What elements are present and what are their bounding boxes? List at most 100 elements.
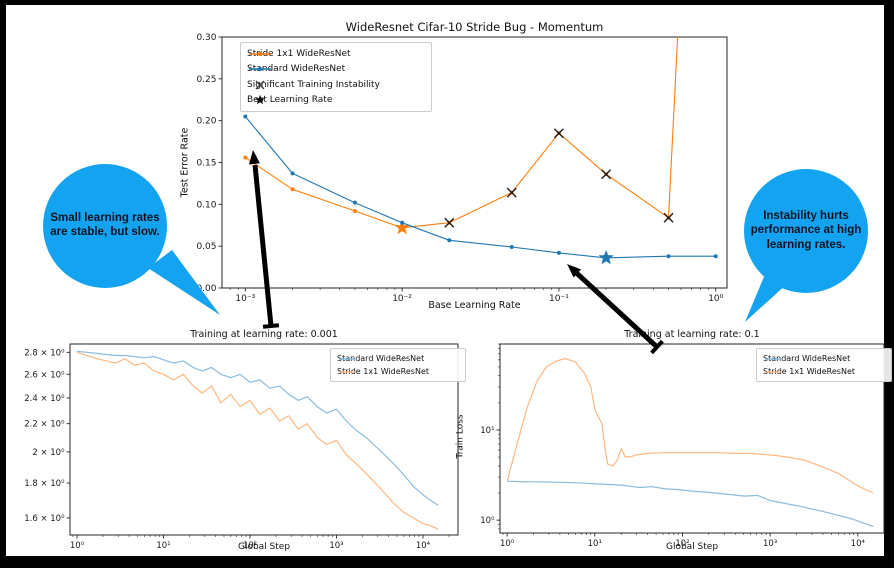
instability-x-marker bbox=[444, 217, 455, 228]
x-tick-label: 10³ bbox=[763, 539, 777, 549]
chart-bottom-right-title: Training at learning rate: 0.1 bbox=[624, 329, 760, 340]
chart-bottom-left-legend: Standard WideResNet Stride 1x1 WideResNe… bbox=[330, 348, 466, 382]
speech-bubble-circle bbox=[43, 164, 167, 288]
y-tick-label: 2.2 × 10⁰ bbox=[24, 420, 65, 430]
data-point-marker bbox=[666, 254, 671, 259]
legend-label: Stride 1x1 WideResNet bbox=[337, 367, 430, 376]
series-Stride 1x1 WideResNet bbox=[243, 37, 679, 235]
chart-bottom-left-xlabel: Global Step bbox=[237, 542, 291, 552]
instability-x-marker bbox=[506, 187, 517, 198]
speech-bubble-left-shape bbox=[43, 164, 220, 315]
star-marker-icon bbox=[255, 95, 265, 105]
y-tick-label: 10⁰ bbox=[480, 516, 495, 526]
instability-x-marker bbox=[663, 212, 674, 223]
legend-label: Standard WideResNet bbox=[337, 354, 425, 363]
series-line bbox=[76, 350, 439, 506]
line-swatch-icon bbox=[339, 357, 355, 360]
chart-bottom-right-xlabel: Global Step bbox=[665, 542, 719, 552]
y-tick-label: 2.8 × 10⁰ bbox=[24, 348, 65, 358]
series-line bbox=[76, 351, 439, 530]
chart-top-legend: Stride 1x1 WideResNet Standard WideResNe… bbox=[240, 42, 432, 112]
line-swatch-icon bbox=[339, 370, 355, 373]
legend-label: Stride 1x1 WideResNet bbox=[247, 48, 351, 59]
legend-label: Significant Training Instability bbox=[247, 79, 380, 90]
x-marker-icon bbox=[255, 80, 265, 90]
data-point-marker bbox=[352, 200, 357, 205]
speech-bubble-circle bbox=[744, 169, 868, 293]
figure-background bbox=[6, 5, 884, 556]
y-tick-label: 0.10 bbox=[196, 200, 216, 210]
best-lr-star-marker bbox=[394, 219, 410, 235]
series-line bbox=[244, 116, 716, 259]
y-tick-label: 0.05 bbox=[196, 242, 216, 252]
x-tick-label: 10⁻¹ bbox=[549, 294, 569, 304]
speech-bubble-tail bbox=[148, 250, 220, 315]
legend-item-standard: Standard WideResNet bbox=[247, 62, 425, 77]
data-point-marker bbox=[243, 114, 248, 119]
legend-item-stride-1x1: Stride 1x1 WideResNet bbox=[247, 46, 425, 61]
chart-top-title: WideResnet Cifar-10 Stride Bug - Momentu… bbox=[345, 20, 604, 34]
instability-x-marker bbox=[553, 128, 564, 139]
series-line bbox=[507, 480, 874, 528]
legend-label: Stride 1x1 WideResNet bbox=[763, 367, 856, 376]
best-lr-star-marker bbox=[598, 249, 614, 265]
line-dot-swatch-icon bbox=[249, 51, 271, 56]
line-dot-swatch-icon bbox=[249, 67, 271, 72]
x-tick-label: 10⁰ bbox=[500, 539, 515, 549]
chart-bottom-left-title: Training at learning rate: 0.001 bbox=[190, 329, 338, 340]
x-tick-label: 10⁻² bbox=[392, 294, 412, 304]
data-point-marker bbox=[713, 254, 718, 259]
chart-bottom-right-plot: 10⁰ 10¹ 10² 10³ 10⁴ 10⁰ 10¹ bbox=[480, 343, 885, 549]
legend-item-standard: Standard WideResNet bbox=[763, 353, 885, 365]
y-tick-label: 0.00 bbox=[196, 284, 216, 294]
x-tick-label: 10¹ bbox=[156, 541, 170, 551]
x-tick-label: 10⁴ bbox=[851, 539, 866, 549]
x-tick-label: 10⁰ bbox=[70, 541, 85, 551]
y-tick-label: 2.6 × 10⁰ bbox=[24, 370, 65, 380]
x-tick-label: 10³ bbox=[329, 541, 343, 551]
data-point-marker bbox=[509, 245, 514, 250]
x-tick-label: 10² bbox=[675, 539, 689, 549]
y-tick-label: 0.20 bbox=[196, 117, 216, 127]
legend-item-stride-1x1: Stride 1x1 WideResNet bbox=[337, 366, 459, 378]
plot-frame bbox=[69, 343, 459, 536]
y-tick-label: 0.30 bbox=[196, 33, 216, 43]
x-tick-label: 10⁰ bbox=[708, 294, 723, 304]
chart-bottom-right-ylabel: Train Loss bbox=[455, 414, 466, 459]
speech-bubble-right-shape bbox=[744, 169, 868, 322]
series-Stride 1x1 WideResNet bbox=[76, 351, 439, 530]
y-tick-label: 1.8 × 10⁰ bbox=[24, 479, 65, 489]
series-Standard WideResNet bbox=[243, 114, 718, 265]
speech-bubble-left-text: Small learning rates are stable, but slo… bbox=[50, 212, 160, 239]
data-point-marker bbox=[447, 238, 452, 243]
legend-label: Standard WideResNet bbox=[247, 64, 346, 75]
y-tick-label: 10¹ bbox=[480, 426, 494, 436]
chart-bottom-right-legend: Standard WideResNet Stride 1x1 WideResNe… bbox=[756, 348, 892, 382]
legend-item-best-lr: Best Learning Rate bbox=[247, 93, 425, 108]
data-point-marker bbox=[400, 220, 405, 225]
series-line bbox=[506, 358, 874, 494]
data-point-marker bbox=[243, 155, 248, 160]
series-Stride 1x1 WideResNet bbox=[506, 358, 874, 494]
legend-item-stride-1x1: Stride 1x1 WideResNet bbox=[763, 366, 885, 378]
data-point-marker bbox=[352, 209, 357, 214]
x-tick-label: 10⁴ bbox=[416, 541, 431, 551]
y-tick-label: 2.4 × 10⁰ bbox=[24, 394, 65, 404]
data-point-marker bbox=[556, 250, 561, 255]
x-tick-label: 10² bbox=[243, 541, 257, 551]
chart-top-plot: 10⁻³ 10⁻² 10⁻¹ 10⁰ 0.00 0.05 0.10 0.15 0.20 0.25 0… bbox=[196, 33, 728, 304]
line-swatch-icon bbox=[765, 357, 781, 360]
series-Standard WideResNet bbox=[76, 350, 439, 506]
y-tick-label: 0.15 bbox=[196, 159, 216, 169]
y-tick-label: 2 × 10⁰ bbox=[32, 448, 65, 458]
x-tick-label: 10¹ bbox=[588, 539, 602, 549]
line-swatch-icon bbox=[765, 370, 781, 373]
legend-item-standard: Standard WideResNet bbox=[337, 353, 459, 365]
y-tick-label: 1.6 × 10⁰ bbox=[24, 514, 65, 524]
data-point-marker bbox=[290, 171, 295, 176]
series-Standard WideResNet bbox=[507, 480, 874, 528]
data-point-marker bbox=[290, 187, 295, 192]
y-tick-label: 0.25 bbox=[196, 75, 216, 85]
x-tick-label: 10⁻³ bbox=[235, 294, 255, 304]
